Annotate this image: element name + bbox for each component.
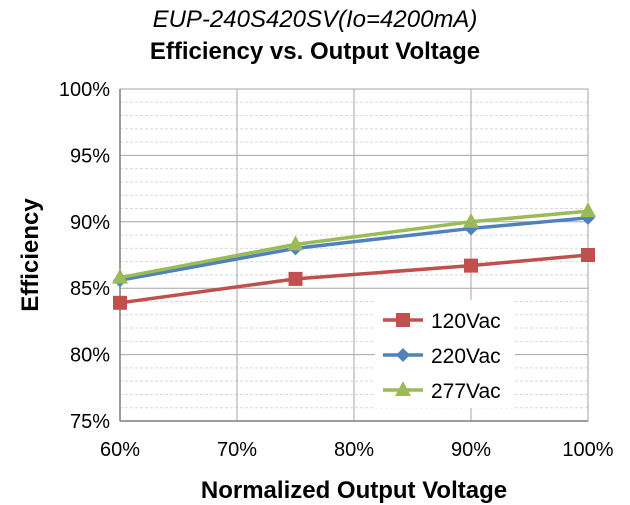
y-tick-label: 100% <box>59 79 110 101</box>
x-axis-title: Normalized Output Voltage <box>201 477 507 504</box>
y-axis-title: Efficiency <box>17 198 44 312</box>
legend-marker-120vac <box>396 313 410 327</box>
y-tick-label: 95% <box>70 145 110 167</box>
legend-marker-220vac <box>396 348 410 362</box>
y-tick-label: 80% <box>70 345 110 367</box>
data-point-120vac <box>581 248 595 262</box>
legend-label-277vac: 277Vac <box>431 380 501 403</box>
legend-label-120vac: 120Vac <box>431 310 501 333</box>
data-point-277vac <box>463 212 479 228</box>
data-point-277vac <box>580 202 596 218</box>
x-tick-label: 60% <box>100 439 140 461</box>
x-tick-label: 70% <box>217 439 257 461</box>
series-line-220vac <box>119 216 589 282</box>
series-line-277vac <box>119 209 589 280</box>
x-tick-label: 80% <box>334 439 374 461</box>
data-point-120vac <box>288 271 303 286</box>
x-tick-label: 100% <box>562 439 613 461</box>
data-point-120vac <box>113 295 127 310</box>
chart-subtitle: Efficiency vs. Output Voltage <box>149 38 481 65</box>
y-tick-label: 90% <box>70 212 110 234</box>
legend-label-220vac: 220Vac <box>431 345 501 368</box>
data-point-120vac <box>464 258 478 273</box>
data-point-277vac <box>287 235 304 251</box>
data-point-277vac <box>112 268 128 284</box>
legend-marker-277vac <box>395 381 411 396</box>
x-tick-label: 90% <box>451 439 491 461</box>
y-tick-label: 75% <box>70 411 110 433</box>
y-tick-label: 85% <box>70 278 110 300</box>
series-line-120vac <box>119 253 589 305</box>
chart-title: EUP-240S420SV(Io=4200mA) <box>152 6 478 33</box>
